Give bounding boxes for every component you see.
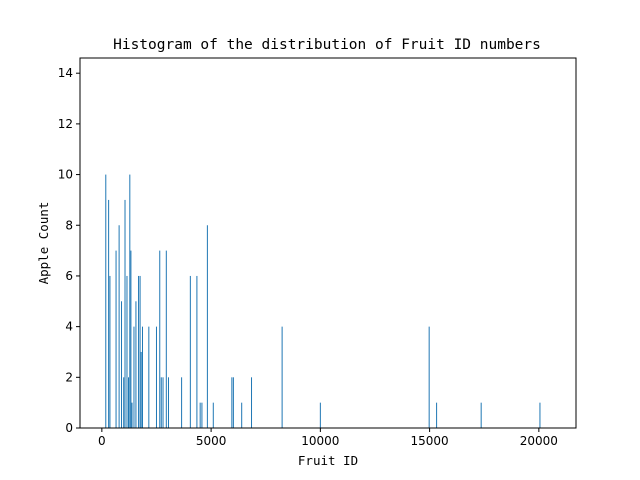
bar	[251, 377, 253, 428]
y-axis: 0 2 4 6 8 10 12 14	[58, 66, 80, 435]
bar	[159, 250, 161, 428]
bar	[319, 402, 321, 428]
bar	[162, 377, 164, 428]
bar	[139, 275, 141, 428]
bar	[138, 275, 140, 428]
chart-title: Histogram of the distribution of Fruit I…	[113, 37, 541, 53]
bar	[436, 402, 438, 428]
bar	[212, 402, 214, 428]
bar	[231, 377, 233, 428]
bar	[133, 326, 135, 428]
y-tick-label: 8	[65, 218, 73, 232]
bar	[539, 402, 541, 428]
bar	[129, 174, 131, 428]
x-tick-label: 20000	[520, 434, 558, 448]
bar	[196, 275, 198, 428]
bar	[165, 250, 167, 428]
bar	[140, 351, 142, 428]
y-tick-label: 10	[58, 168, 73, 182]
bar	[141, 326, 143, 428]
bar	[124, 199, 126, 428]
x-tick-label: 15000	[411, 434, 449, 448]
bar	[148, 326, 150, 428]
x-axis: 0 5000 10000 15000 20000	[98, 428, 558, 448]
bar	[160, 377, 162, 428]
y-tick-label: 0	[65, 421, 73, 435]
bar	[130, 250, 132, 428]
y-tick-label: 2	[65, 370, 73, 384]
bar	[121, 301, 123, 428]
bar	[201, 402, 203, 428]
bar	[109, 275, 111, 428]
y-tick-label: 6	[65, 269, 73, 283]
bar	[480, 402, 482, 428]
y-tick-label: 4	[65, 320, 73, 334]
bar	[189, 275, 191, 428]
bar	[126, 275, 128, 428]
plot-frame	[79, 57, 577, 429]
bar	[108, 199, 110, 428]
y-tick-label: 12	[58, 117, 73, 131]
bar	[118, 225, 120, 428]
bar	[128, 377, 130, 428]
bar	[105, 174, 107, 428]
bars-group	[105, 174, 541, 428]
y-axis-label: Apple Count	[36, 202, 51, 285]
bar	[155, 326, 157, 428]
x-axis-label: Fruit ID	[298, 453, 358, 468]
bar	[131, 402, 133, 428]
x-tick-label: 10000	[301, 434, 339, 448]
bar	[206, 225, 208, 428]
x-tick-label: 5000	[196, 434, 227, 448]
bar	[232, 377, 234, 428]
x-tick-label: 0	[98, 434, 106, 448]
bar	[167, 377, 169, 428]
bar	[181, 377, 183, 428]
bar	[241, 402, 243, 428]
bar	[123, 377, 125, 428]
bar	[281, 326, 283, 428]
bar	[199, 402, 201, 428]
bar	[115, 250, 117, 428]
bar	[135, 301, 137, 428]
y-tick-label: 14	[58, 66, 73, 80]
bar	[428, 326, 430, 428]
